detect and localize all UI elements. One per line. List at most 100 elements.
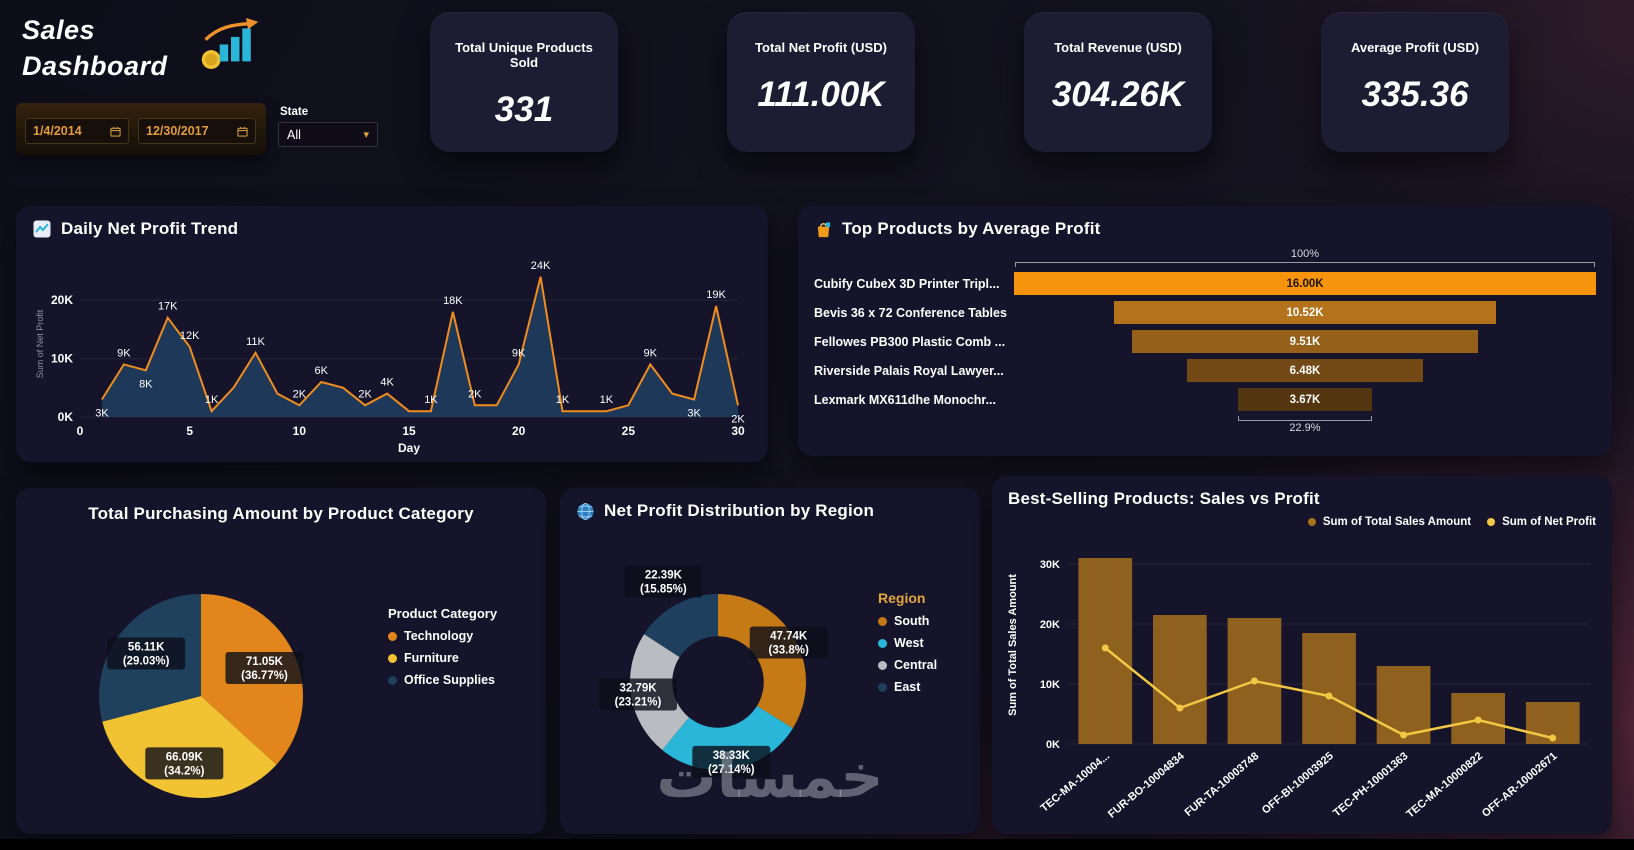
legend-dot	[878, 638, 887, 648]
kpi-label: Total Revenue (USD)	[1054, 40, 1182, 55]
region-legend-title: Region	[878, 590, 926, 606]
line-marker[interactable]	[1101, 644, 1109, 652]
svg-text:TEC-PH-10001363: TEC-PH-10001363	[1331, 750, 1410, 819]
end-date-field[interactable]: 12/30/2017	[138, 118, 256, 144]
kpi-value: 111.00K	[757, 75, 885, 114]
funnel-annotation-text: 100%	[1290, 248, 1320, 261]
svg-text:FUR-BO-10004834: FUR-BO-10004834	[1106, 750, 1187, 821]
funnel-product-label: Bevis 36 x 72 Conference Tables	[814, 305, 1007, 320]
line-marker[interactable]	[1325, 692, 1333, 700]
bar-OFF-BI-10003925[interactable]	[1302, 633, 1356, 744]
svg-text:(36.77%): (36.77%)	[241, 670, 288, 682]
funnel-bar[interactable]: 3.67K	[1238, 388, 1372, 411]
legend-dot	[878, 616, 887, 626]
svg-text:2K: 2K	[731, 413, 745, 425]
legend-item-west[interactable]: West	[878, 636, 973, 650]
legend-dot	[1487, 518, 1496, 526]
funnel-row[interactable]: Cubify CubeX 3D Printer Tripl... 16.00K	[814, 269, 1596, 298]
svg-text:18K: 18K	[443, 295, 463, 307]
region-legend: Region South West Central East	[878, 590, 973, 702]
legend-item-central[interactable]: Central	[878, 658, 973, 672]
svg-text:FUR-TA-10003748: FUR-TA-10003748	[1183, 750, 1262, 819]
legend-label: Technology	[404, 629, 474, 643]
watermark: خمسات	[656, 742, 884, 812]
line-marker[interactable]	[1549, 734, 1557, 742]
app-title-line1: Sales	[22, 15, 96, 45]
svg-text:1K: 1K	[556, 394, 570, 406]
svg-text:1K: 1K	[424, 394, 438, 406]
funnel-row[interactable]: Fellowes PB300 Plastic Comb ... 9.51K	[814, 327, 1596, 356]
start-date-field[interactable]: 1/4/2014	[25, 118, 129, 144]
legend-label: Sum of Total Sales Amount	[1322, 516, 1472, 528]
svg-text:TEC-MA-10000822: TEC-MA-10000822	[1404, 750, 1485, 820]
svg-text:1K: 1K	[600, 394, 614, 406]
legend-label: East	[894, 680, 921, 694]
svg-text:5: 5	[186, 424, 193, 438]
legend-item-south[interactable]: South	[878, 614, 973, 628]
kpi-label: Total Unique Products Sold	[455, 40, 593, 70]
funnel-row[interactable]: Bevis 36 x 72 Conference Tables 10.52K	[814, 298, 1596, 327]
category-legend-title: Product Category	[388, 606, 498, 621]
svg-text:12K: 12K	[180, 330, 200, 342]
svg-text:2K: 2K	[293, 388, 307, 400]
bar-FUR-BO-10004834[interactable]	[1153, 615, 1207, 744]
svg-text:66.09K: 66.09K	[166, 751, 204, 763]
funnel-bar[interactable]: 16.00K	[1014, 272, 1596, 295]
combo-card-title: Best-Selling Products: Sales vs Profit	[1008, 489, 1320, 508]
daily-trend-card: Daily Net Profit Trend 0K 10K 20K 0 5 10 15 20 2…	[16, 206, 768, 462]
legend-item-furniture[interactable]: Furniture	[388, 651, 538, 665]
svg-text:22.39K: 22.39K	[645, 569, 683, 581]
legend-dot	[878, 660, 887, 670]
daily-trend-chart[interactable]: 0K 10K 20K 0 5 10 15 20 25 30 Day Sum of Net Profit…	[32, 245, 752, 457]
legend-label: Furniture	[404, 651, 459, 665]
svg-text:3K: 3K	[687, 407, 701, 419]
legend-item-sum-of-total-sales-amount[interactable]: Sum of Total Sales Amount	[1307, 516, 1472, 528]
svg-text:6K: 6K	[315, 365, 329, 377]
funnel-bar-value: 3.67K	[1289, 393, 1321, 406]
legend-item-sum-of-net-profit[interactable]: Sum of Net Profit	[1487, 516, 1596, 528]
line-marker[interactable]	[1176, 704, 1184, 712]
state-dropdown[interactable]: All ▾	[278, 122, 378, 147]
kpi-value: 331	[494, 90, 554, 129]
svg-text:(29.03%): (29.03%)	[123, 656, 170, 668]
funnel-product-label: Cubify CubeX 3D Printer Tripl...	[814, 276, 1000, 291]
funnel-row[interactable]: Riverside Palais Royal Lawyer... 6.48K	[814, 356, 1596, 385]
line-marker[interactable]	[1400, 731, 1408, 739]
funnel-row[interactable]: Lexmark MX611dhe Monochr... 3.67K	[814, 385, 1596, 414]
best-selling-card: Best-Selling Products: Sales vs Profit S…	[992, 476, 1612, 834]
funnel-rows: 100% Cubify CubeX 3D Printer Tripl... 16.0…	[798, 243, 1612, 438]
svg-text:25: 25	[622, 424, 636, 438]
state-filter: State All ▾	[278, 103, 378, 155]
svg-text:0K: 0K	[58, 410, 74, 424]
svg-text:47.74K: 47.74K	[770, 631, 808, 643]
funnel-bar[interactable]: 6.48K	[1187, 359, 1423, 382]
legend-dot	[878, 682, 887, 692]
funnel-annotation-text: 22.9%	[1289, 422, 1321, 435]
legend-item-technology[interactable]: Technology	[388, 629, 538, 643]
legend-item-office-supplies[interactable]: Office Supplies	[388, 673, 538, 687]
chevron-down-icon: ▾	[363, 129, 369, 141]
funnel-bar[interactable]: 9.51K	[1132, 330, 1478, 353]
kpi-value: 304.26K	[1051, 75, 1185, 114]
svg-text:30K: 30K	[1040, 559, 1060, 571]
legend-dot	[388, 653, 397, 663]
region-donut-chart[interactable]: 47.74K (33.8%) 38.33K (27.14%) 32.79K (23.21%…	[568, 540, 868, 802]
state-dropdown-value: All	[287, 127, 301, 142]
region-legend-items: South West Central East	[878, 614, 973, 694]
line-marker[interactable]	[1474, 716, 1482, 724]
bottom-bar	[0, 839, 1634, 850]
region-donut-card: Net Profit Distribution by Region 47.74K…	[560, 488, 980, 834]
line-marker[interactable]	[1250, 677, 1258, 685]
category-pie-chart[interactable]: 71.05K (36.77%) 66.09K (34.2%) 56.11K (29.03%…	[46, 548, 356, 828]
app-title: Sales Dashboard	[22, 12, 168, 85]
kpi-value: 335.36	[1361, 75, 1469, 114]
category-legend-items: Technology Furniture Office Supplies	[388, 629, 538, 687]
logo-chart-icon	[201, 18, 259, 69]
svg-text:10: 10	[293, 424, 307, 438]
funnel-bar[interactable]: 10.52K	[1113, 301, 1497, 324]
legend-item-east[interactable]: East	[878, 680, 973, 694]
svg-text:32.79K: 32.79K	[619, 682, 657, 694]
svg-text:1K: 1K	[205, 394, 219, 406]
combo-chart[interactable]: 0K 10K 20K 30K TEC-MA-10004...FUR-BO-1000483…	[1002, 534, 1602, 830]
